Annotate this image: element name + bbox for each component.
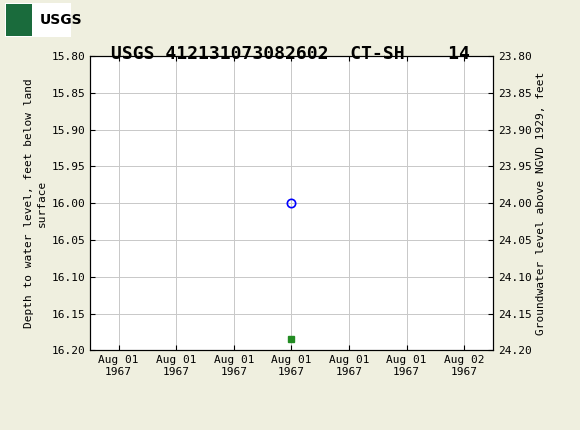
Legend: Period of approved data: Period of approved data — [183, 427, 400, 430]
Text: USGS 412131073082602  CT-SH    14: USGS 412131073082602 CT-SH 14 — [111, 45, 469, 63]
Text: USGS: USGS — [39, 13, 82, 27]
Y-axis label: Groundwater level above NGVD 1929, feet: Groundwater level above NGVD 1929, feet — [536, 71, 546, 335]
FancyBboxPatch shape — [6, 4, 32, 36]
Y-axis label: Depth to water level, feet below land
surface: Depth to water level, feet below land su… — [24, 78, 47, 328]
FancyBboxPatch shape — [5, 3, 71, 37]
